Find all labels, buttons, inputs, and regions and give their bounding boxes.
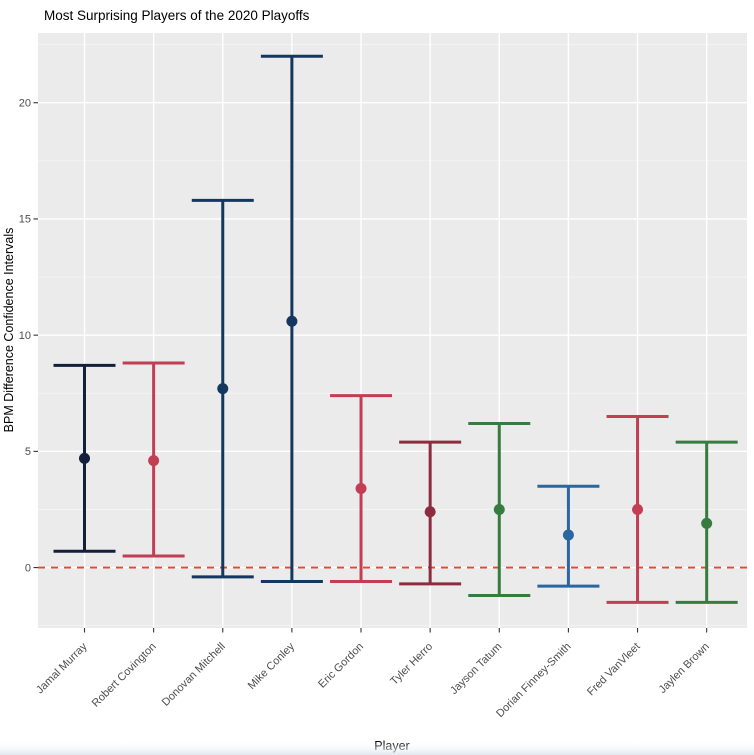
y-tick-label-0: 0 [25,562,31,574]
x-tick-label-tyler-herro: Tyler Herro [388,641,435,688]
point-estimate-jaylen-brown [701,517,713,529]
point-estimate-robert-covington [148,455,160,467]
y-tick-label-15: 15 [19,214,31,226]
errorbar-jamal-murray [53,363,116,553]
x-tick-label-jayson-tatum: Jayson Tatum [448,641,504,697]
errorbar-eric-gordon [330,394,393,584]
y-tick-label-20: 20 [19,98,31,110]
point-estimate-mike-conley [286,315,298,327]
x-tick-label-mike-conley: Mike Conley [246,640,298,692]
errorbar-jayson-tatum [468,421,531,597]
x-tick-label-fred-vanvleet: Fred VanVleet [585,641,643,699]
x-tick-label-jamal-murray: Jamal Murray [34,640,90,696]
point-estimate-fred-vanvleet [632,503,644,515]
x-tick-label-eric-gordon: Eric Gordon [316,641,366,691]
y-tick-label-10: 10 [19,330,31,342]
errorbar-mike-conley [260,54,323,584]
errorbar-donovan-mitchell [191,198,254,579]
plot-title: Most Surprising Players of the 2020 Play… [44,8,310,23]
point-estimate-jamal-murray [79,452,90,464]
point-estimate-tyler-herro [424,506,436,518]
x-tick-label-jaylen-brown: Jaylen Brown [657,641,712,696]
bottom-edge-tint [0,741,754,755]
plot-panel [38,33,747,628]
panel-background [38,33,747,628]
point-estimate-eric-gordon [355,483,367,495]
errorbar-jaylen-brown [675,440,738,604]
x-tick-label-donovan-mitchell: Donovan Mitchell [160,641,228,709]
errorbar-dorian-finney-smith [537,484,600,588]
errorbar-fred-vanvleet [606,414,669,604]
errorbar-tyler-herro [399,440,462,586]
errorbars [53,54,738,604]
y-axis-title: BPM Difference Confidence Intervals [2,228,16,433]
errorbar-robert-covington [122,361,185,558]
point-estimate-dorian-finney-smith [562,529,574,541]
x-tick-label-robert-covington: Robert Covington [90,641,159,710]
point-estimate-jayson-tatum [493,503,505,515]
point-estimate-donovan-mitchell [217,383,229,395]
x-tick-label-dorian-finney-smith: Dorian Finney-Smith [494,641,573,720]
y-tick-label-5: 5 [25,446,31,458]
